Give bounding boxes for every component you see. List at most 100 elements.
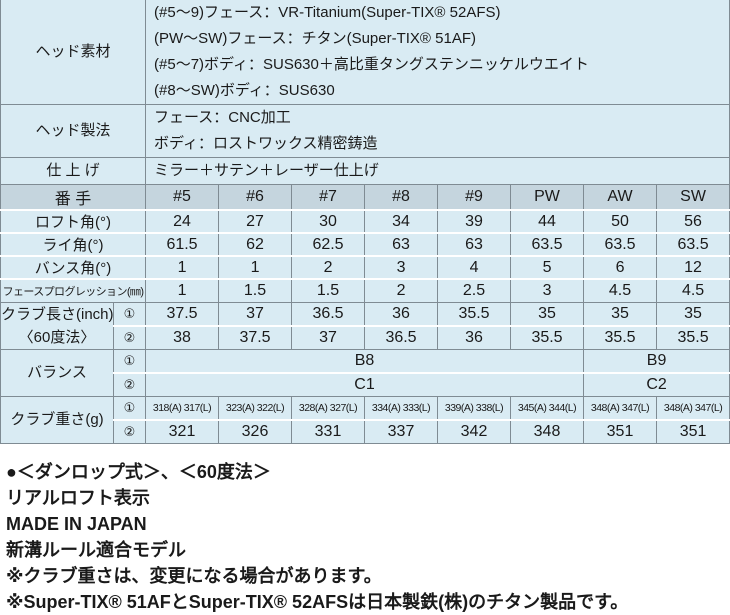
spec-row-label: バランス — [0, 348, 114, 396]
spec-row-label: クラブ長さ(inch) 〈60度法〉 — [0, 301, 114, 349]
row-sub-mark: ① — [112, 395, 146, 420]
spec-info-line: (PW〜SW)フェース：チタン(Super-TIX® 51AF) — [154, 30, 477, 47]
spec-value: 1 — [145, 278, 219, 302]
row-sub-mark: ① — [112, 301, 146, 326]
spec-row-label-text: クラブ重さ(g) — [10, 410, 104, 428]
spec-value: 3 — [510, 278, 584, 302]
notes: ●＜ダンロップ式＞、＜60度法＞ リアルロフト表示 MADE IN JAPAN 新溝ル… — [0, 444, 730, 615]
row-sub-mark: ② — [112, 324, 146, 349]
spec-value: 348(A) 347(L) — [656, 395, 730, 420]
row-sub-mark: ① — [112, 348, 146, 373]
spec-info-line: フェース：CNC加工 — [154, 109, 291, 126]
spec-value: 2 — [364, 278, 438, 302]
spec-value: 4 — [437, 255, 511, 279]
club-spec-table: ヘッド素材 (#5〜9)フェース：VR-Titanium(Super-TIX® 5… — [0, 0, 730, 444]
note-line: ●＜ダンロップ式＞、＜60度法＞ — [6, 461, 271, 482]
note-line: MADE IN JAPAN — [6, 513, 147, 534]
spec-value: 35.5 — [510, 324, 584, 349]
table-row: クラブ長さ(inch) 〈60度法〉 ① 37.5 37 36.5 36 35.5 35 35 35 — [0, 301, 730, 349]
spec-value: 37 — [218, 301, 292, 326]
row-sub-mark: ② — [112, 418, 146, 443]
spec-value: 351 — [656, 418, 730, 443]
spec-value: 63.5 — [583, 232, 657, 256]
spec-value: 35 — [656, 301, 730, 326]
spec-value: 351 — [583, 418, 657, 443]
column-header: #6 — [218, 184, 292, 210]
spec-value: 334(A) 333(L) — [364, 395, 438, 420]
spec-row-label-text: ヘッド製法 — [35, 122, 111, 139]
spec-value: 1.5 — [291, 278, 365, 302]
spec-row-label-text: 〈60度法〉 — [18, 328, 96, 346]
table-row: ② C1 C2 — [1, 371, 730, 396]
spec-value: 331 — [291, 418, 365, 443]
spec-value: 30 — [291, 209, 365, 233]
spec-row-label: ライ角(°) — [0, 232, 146, 256]
table-row: ライ角(°) 61.5 62 62.5 63 63 63.5 63.5 63.5 — [0, 232, 730, 256]
spec-info-line: ボディ：ロストワックス精密鋳造 — [154, 135, 378, 152]
table-header-row: 番 手 #5 #6 #7 #8 #9 PW AW SW — [0, 184, 730, 210]
spec-row-label: ヘッド素材 — [1, 0, 146, 105]
table-row: ロフト角(°) 24 27 30 34 39 44 50 56 — [0, 209, 730, 233]
note-line: ※Super-TIX® 51AFとSuper-TIX® 52AFSは日本製鉄(株… — [6, 591, 629, 612]
spec-value: 348(A) 347(L) — [583, 395, 657, 420]
spec-value: 63.5 — [656, 232, 730, 256]
spec-row-label: バンス角(°) — [0, 255, 146, 279]
spec-value: 36 — [437, 324, 511, 349]
spec-info-line: ミラー＋サテン＋レーザー仕上げ — [154, 162, 379, 179]
spec-value: 3 — [364, 255, 438, 279]
spec-value: 63.5 — [510, 232, 584, 256]
spec-info-line: (#8〜SW)ボディ：SUS630 — [154, 82, 335, 99]
spec-value: 323(A) 322(L) — [218, 395, 292, 420]
row-sub-mark: ② — [112, 371, 146, 396]
spec-row-label-text: 仕 上 げ — [46, 162, 100, 179]
spec-value: 337 — [364, 418, 438, 443]
column-header: #7 — [291, 184, 365, 210]
spec-value: 12 — [656, 255, 730, 279]
spec-value: 4.5 — [583, 278, 657, 302]
spec-value: 39 — [437, 209, 511, 233]
spec-value: 63 — [437, 232, 511, 256]
spec-value: 2.5 — [437, 278, 511, 302]
note-line: ※クラブ重さは、変更になる場合があります。 — [6, 565, 382, 586]
column-header-label: 番 手 — [0, 184, 146, 210]
spec-row-label: フェースプログレッション(㎜) — [0, 278, 146, 302]
spec-value: 35 — [510, 301, 584, 326]
spec-value: 345(A) 344(L) — [510, 395, 584, 420]
spec-value: 318(A) 317(L) — [145, 395, 219, 420]
spec-value: 348 — [510, 418, 584, 443]
spec-value: 62 — [218, 232, 292, 256]
table-row: フェースプログレッション(㎜) 1 1.5 1.5 2 2.5 3 4.5 4.5 — [0, 278, 730, 302]
table-row: 仕 上 げ ミラー＋サテン＋レーザー仕上げ — [0, 157, 730, 185]
spec-value: 38 — [145, 324, 219, 349]
spec-value: 339(A) 338(L) — [437, 395, 511, 420]
spec-value: 1 — [218, 255, 292, 279]
spec-value: 35.5 — [583, 324, 657, 349]
spec-value: 44 — [510, 209, 584, 233]
spec-value: 4.5 — [656, 278, 730, 302]
table-row: ② 321 326 331 337 342 348 351 351 — [1, 418, 730, 443]
spec-value-span: C2 — [583, 371, 730, 396]
table-row: ② 38 37.5 37 36.5 36 35.5 35.5 35.5 — [1, 324, 730, 349]
spec-value: 34 — [364, 209, 438, 233]
spec-value: 36 — [364, 301, 438, 326]
spec-value: 6 — [583, 255, 657, 279]
spec-row-label-text: バランス — [27, 363, 87, 381]
spec-info-content: (#5〜9)フェース：VR-Titanium(Super-TIX® 52AFS)… — [145, 0, 730, 105]
spec-value: 50 — [583, 209, 657, 233]
spec-row-label-text: クラブ長さ(inch) — [1, 305, 114, 323]
spec-row-label: クラブ重さ(g) — [0, 395, 114, 443]
spec-row-label-text: ヘッド素材 — [35, 43, 111, 60]
spec-row-label: 仕 上 げ — [0, 157, 146, 185]
spec-row-label: ヘッド製法 — [0, 104, 146, 158]
spec-value: 1 — [145, 255, 219, 279]
spec-value-span: B8 — [145, 348, 584, 373]
spec-value: 61.5 — [145, 232, 219, 256]
spec-value: 1.5 — [218, 278, 292, 302]
note-line: リアルロフト表示 — [6, 487, 150, 508]
spec-value: 37 — [291, 324, 365, 349]
spec-value: 36.5 — [364, 324, 438, 349]
table-row: ヘッド素材 (#5〜9)フェース：VR-Titanium(Super-TIX® 5… — [1, 0, 730, 105]
spec-value: 63 — [364, 232, 438, 256]
spec-value: 35.5 — [437, 301, 511, 326]
